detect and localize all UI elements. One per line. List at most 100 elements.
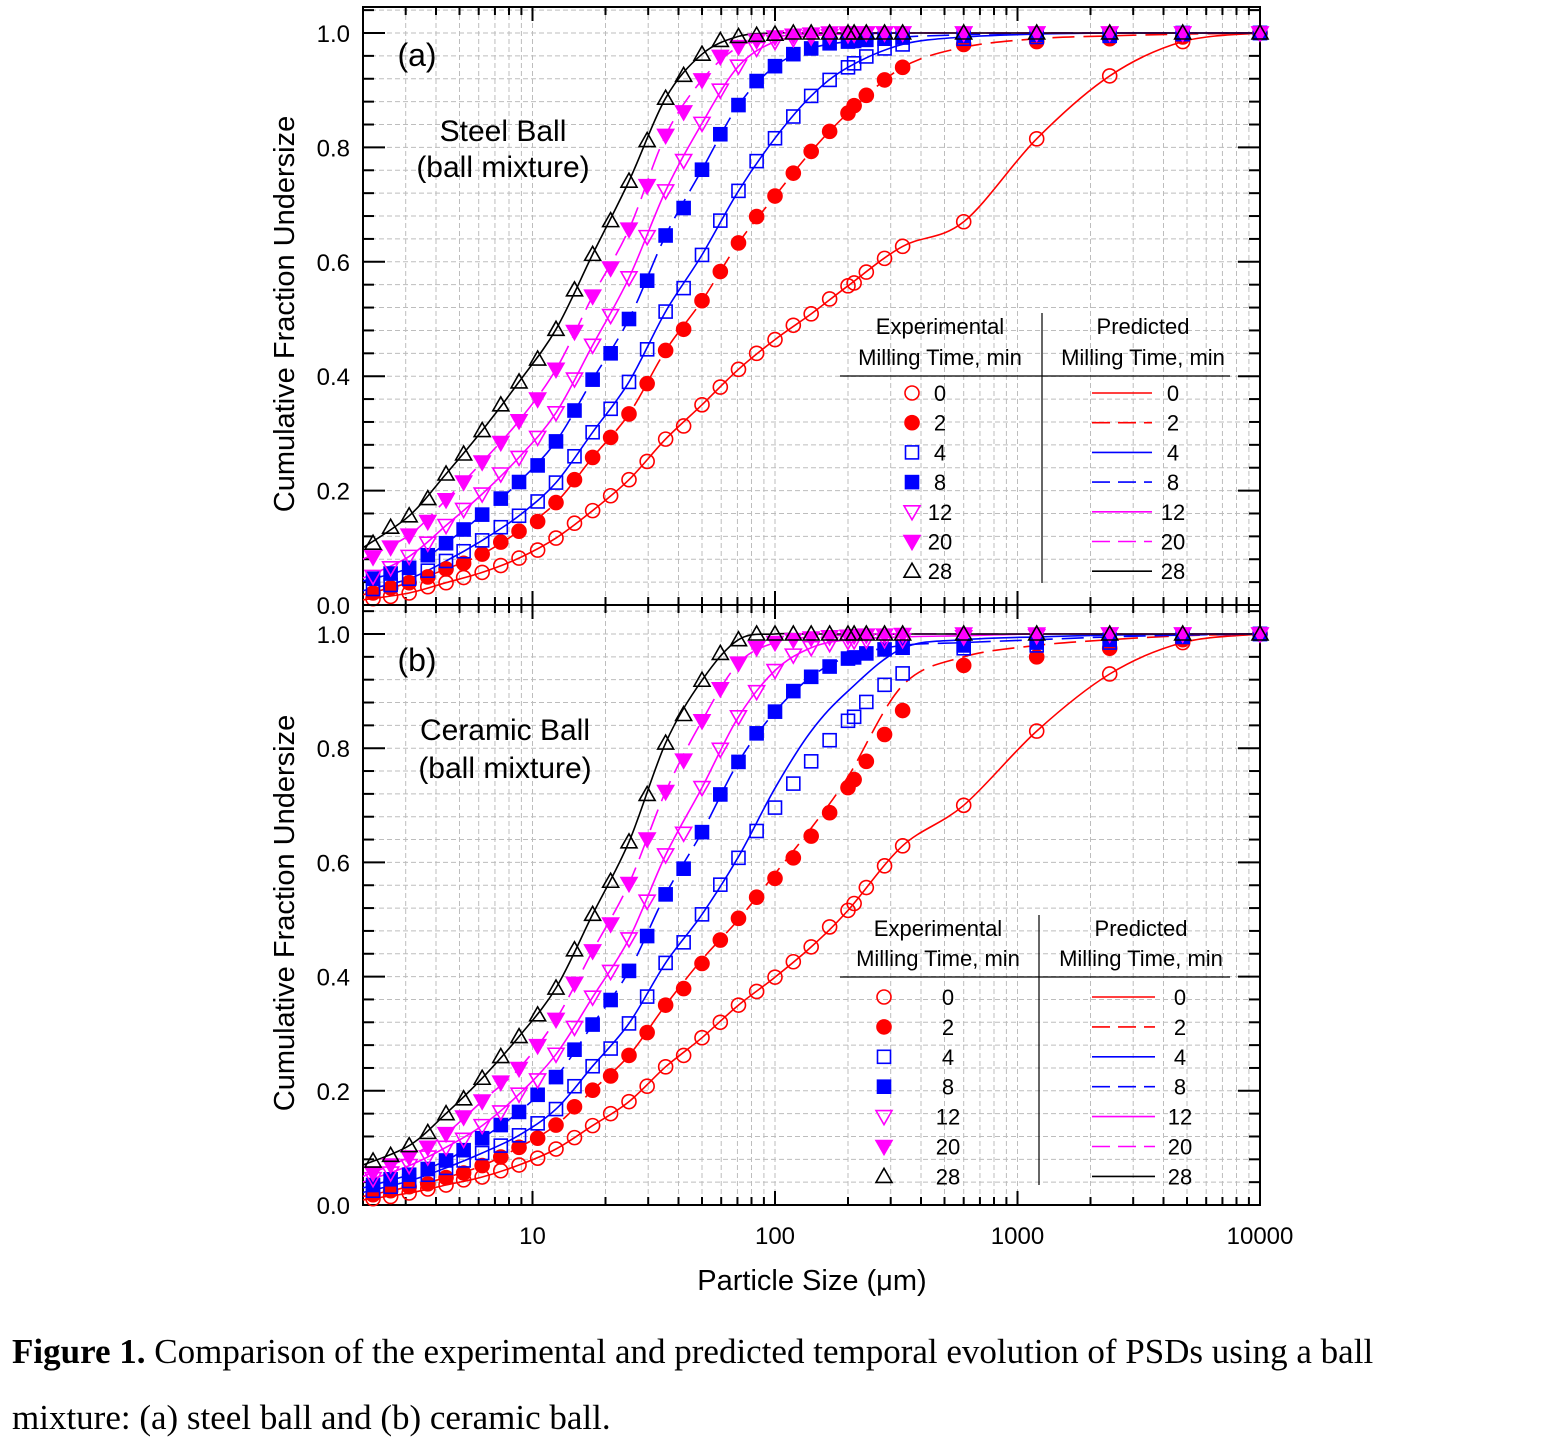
data-point	[509, 414, 529, 431]
data-point	[692, 713, 712, 731]
data-point	[712, 379, 729, 395]
panel-label: (a)	[397, 37, 436, 73]
data-point	[584, 1082, 601, 1099]
experimental-series-4min	[365, 626, 1268, 1199]
data-point	[621, 374, 637, 390]
panel-b: 0.0 0.2 0.4 0.6 0.8 1.0 Cumulative Fraction Un…	[269, 604, 1270, 1220]
data-point	[546, 1047, 566, 1064]
data-point	[767, 58, 783, 74]
data-point	[713, 787, 728, 802]
data-point	[954, 23, 974, 40]
data-point	[822, 732, 837, 748]
legend-experimental-label: 0	[934, 381, 946, 406]
data-point	[765, 624, 785, 641]
data-point	[785, 850, 802, 866]
x-tick-label: 10000	[1227, 1223, 1294, 1250]
data-point	[474, 533, 490, 548]
data-point	[846, 275, 862, 291]
panel-title: Steel Ball	[440, 115, 567, 148]
legend-marker-28min	[874, 1166, 894, 1184]
data-point	[844, 624, 864, 641]
data-point	[803, 754, 819, 769]
data-point	[1250, 624, 1270, 641]
data-point	[877, 677, 892, 693]
data-point	[786, 46, 801, 62]
legend-predicted-label: 4	[1174, 1045, 1186, 1070]
data-point	[765, 663, 785, 681]
data-point	[785, 165, 802, 181]
data-point	[1100, 624, 1120, 641]
data-point	[656, 128, 676, 146]
data-point	[491, 395, 511, 412]
data-point	[474, 1157, 490, 1174]
data-point	[530, 458, 545, 473]
data-point	[399, 528, 419, 545]
legend-predicted-subheader: Milling Time, min	[1059, 946, 1223, 971]
legend-experimental-label: 8	[934, 470, 946, 495]
y-tick-label: 0.0	[317, 593, 350, 620]
legend-marker-20min	[902, 534, 922, 552]
data-point	[658, 887, 673, 902]
data-point	[1250, 23, 1270, 40]
data-point	[493, 1138, 509, 1153]
figure-caption-text: Comparison of the experimental and predi…	[145, 1332, 1374, 1371]
legend-predicted-subheader: Milling Time, min	[1061, 345, 1225, 370]
y-tick-label: 0.2	[317, 1079, 350, 1106]
grid	[363, 605, 1260, 1205]
data-point	[713, 126, 728, 142]
data-point	[511, 523, 527, 540]
data-point	[785, 953, 802, 970]
data-point	[639, 928, 655, 944]
data-point	[767, 800, 783, 815]
legend-predicted-label: 2	[1174, 1015, 1186, 1040]
data-point	[418, 488, 438, 506]
data-point	[474, 546, 490, 562]
data-point	[548, 1069, 564, 1085]
data-point	[491, 1075, 511, 1092]
y-axis-title: Cumulative Fraction Undersize	[269, 116, 301, 512]
legend-marker-12min	[874, 1109, 894, 1127]
data-point	[511, 1139, 527, 1156]
data-point	[619, 271, 639, 288]
figure-caption-line-1: Figure 1. Comparison of the experimental…	[12, 1332, 1373, 1372]
legend-predicted-label: 0	[1167, 381, 1179, 406]
data-point	[856, 624, 876, 641]
experimental-series-20min	[363, 26, 1270, 567]
data-point	[530, 494, 545, 509]
data-point	[675, 1047, 692, 1064]
data-point	[712, 1014, 729, 1031]
data-point	[729, 26, 748, 44]
legend-experimental-label: 12	[928, 500, 952, 525]
data-point	[859, 694, 874, 710]
data-point	[585, 1017, 600, 1032]
data-point	[601, 211, 621, 228]
data-point	[710, 30, 730, 48]
legend-marker-2min	[876, 1019, 892, 1035]
data-point	[767, 188, 783, 204]
data-point	[455, 555, 472, 572]
data-point	[548, 530, 564, 546]
data-point	[401, 574, 417, 591]
data-point	[509, 1087, 529, 1104]
data-point	[546, 362, 566, 379]
data-point	[602, 487, 619, 504]
data-point	[1100, 23, 1120, 40]
x-tick-label: 10	[519, 1223, 546, 1250]
data-point	[509, 1026, 529, 1044]
data-point	[749, 726, 764, 741]
legend-predicted-label: 4	[1167, 440, 1179, 465]
data-point	[363, 550, 383, 567]
data-point	[846, 97, 862, 114]
legend-predicted-header: Predicted	[1095, 916, 1188, 941]
data-point	[493, 491, 509, 506]
legend: Experimental Milling Time, min Predicted Mi…	[840, 313, 1230, 584]
data-point	[621, 1093, 637, 1110]
data-point	[546, 978, 566, 995]
x-axis-title: Particle Size (μm)	[697, 1265, 926, 1297]
data-point	[565, 1020, 584, 1038]
data-point	[859, 49, 874, 64]
legend-experimental-label: 28	[928, 559, 952, 584]
data-point	[747, 640, 767, 658]
legend-experimental-label: 28	[936, 1164, 960, 1189]
data-point	[548, 494, 564, 511]
